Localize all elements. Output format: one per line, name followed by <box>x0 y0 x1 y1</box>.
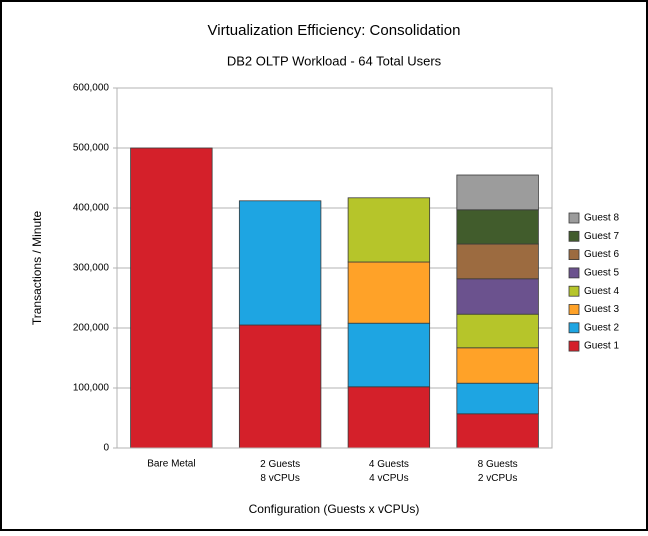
bar-segment <box>456 278 539 315</box>
legend-swatch <box>568 212 580 224</box>
x-tick-label: 8 Guests 2 vCPUs <box>478 459 518 484</box>
x-tick-label: 4 Guests 4 vCPUs <box>369 459 409 484</box>
x-tick-label: 2 Guests 8 vCPUs <box>260 459 300 484</box>
y-tick-label: 400,000 <box>73 203 110 214</box>
legend-swatch <box>568 230 580 242</box>
legend-swatch <box>568 322 580 334</box>
legend-swatch <box>568 249 580 261</box>
bar-segment <box>456 209 539 245</box>
chart-subtitle: DB2 OLTP Workload - 64 Total Users <box>227 53 442 68</box>
y-tick-label: 300,000 <box>73 263 110 274</box>
y-tick-label: 100,000 <box>73 383 110 394</box>
bar-segment <box>456 382 539 415</box>
legend-label: Guest 3 <box>584 304 619 315</box>
legend-swatch <box>568 285 580 297</box>
bar-segment <box>347 261 431 324</box>
bar-segment <box>456 347 539 384</box>
legend-label: Guest 5 <box>584 268 619 279</box>
chart-title: Virtualization Efficiency: Consolidation <box>208 22 461 39</box>
y-tick-label: 0 <box>103 443 109 454</box>
y-tick-label: 500,000 <box>73 143 110 154</box>
bar-segment <box>238 200 322 326</box>
y-tick-label: 200,000 <box>73 323 110 334</box>
bar-segment <box>456 413 539 449</box>
bar-segment <box>456 243 539 280</box>
bar-segment <box>347 386 431 449</box>
legend-label: Guest 8 <box>584 213 619 224</box>
y-tick-label: 600,000 <box>73 83 110 94</box>
x-axis-label: Configuration (Guests x vCPUs) <box>249 502 420 516</box>
bar-segment <box>347 197 431 263</box>
y-axis-label: Transactions / Minute <box>30 211 44 326</box>
bar-segment <box>456 313 539 349</box>
legend-label: Guest 1 <box>584 341 619 352</box>
legend-swatch <box>568 340 580 352</box>
bar-segment <box>347 322 431 388</box>
legend-label: Guest 4 <box>584 286 619 297</box>
bar-segment <box>130 147 213 449</box>
legend-swatch <box>568 304 580 315</box>
legend-label: Guest 2 <box>584 322 619 333</box>
bar-segment <box>456 174 539 211</box>
legend-label: Guest 7 <box>584 231 619 242</box>
x-tick-label: Bare Metal <box>147 459 195 470</box>
legend-swatch <box>568 267 580 279</box>
legend-label: Guest 6 <box>584 249 619 260</box>
bar-segment <box>238 324 322 449</box>
